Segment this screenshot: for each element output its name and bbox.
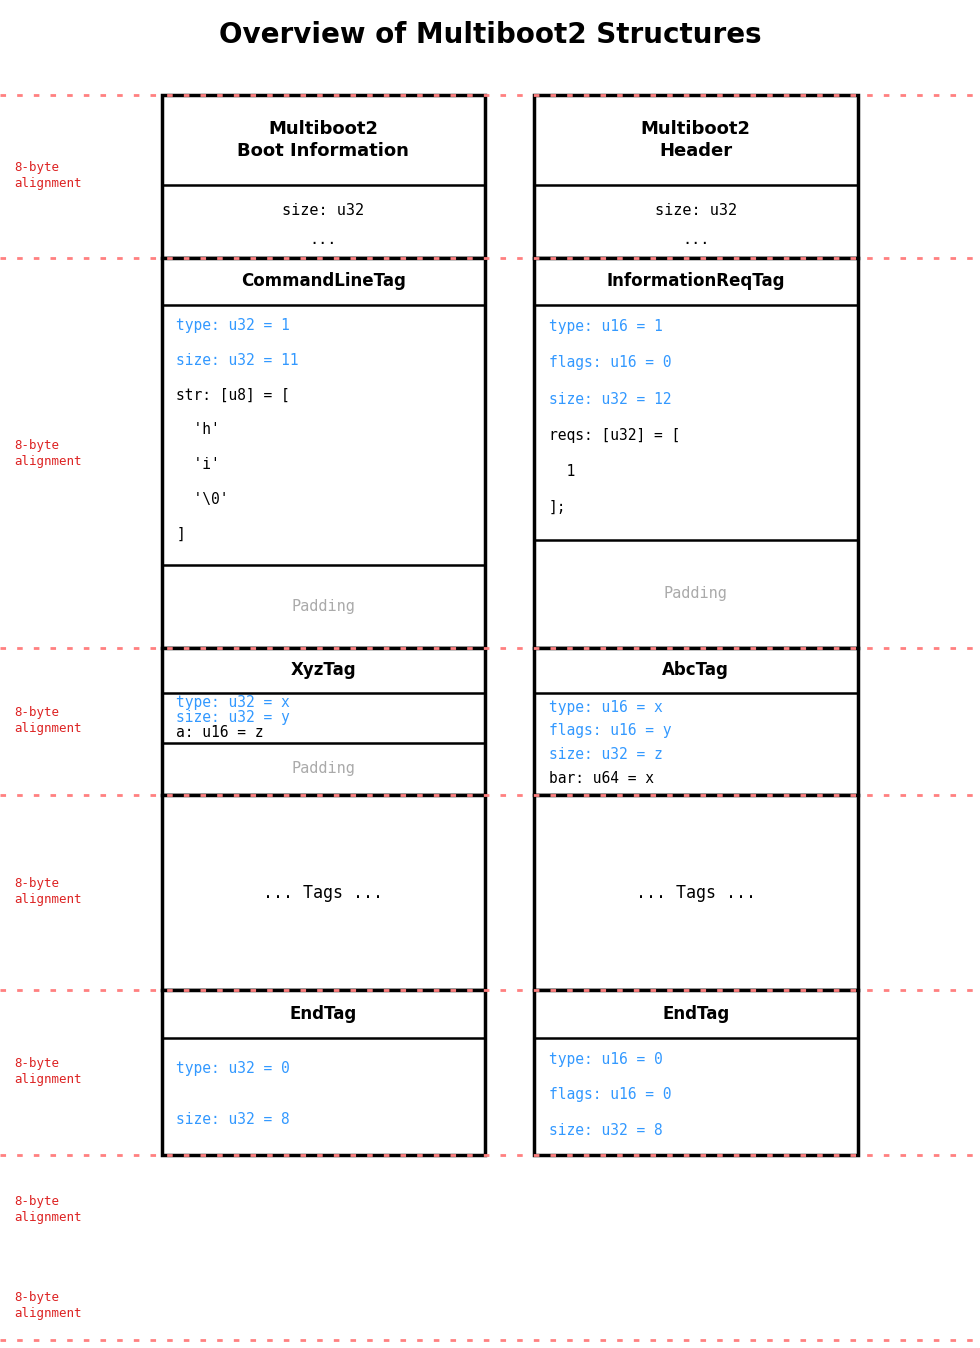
Text: type: u16 = 1: type: u16 = 1 xyxy=(549,319,662,334)
Bar xyxy=(162,257,485,648)
Text: InformationReqTag: InformationReqTag xyxy=(607,272,785,291)
Bar xyxy=(162,795,485,989)
Bar xyxy=(162,648,485,795)
Text: Multiboot2
Header: Multiboot2 Header xyxy=(641,120,751,160)
Text: 8-byte
alignment: 8-byte alignment xyxy=(15,438,82,468)
Text: XyzTag: XyzTag xyxy=(291,662,356,679)
Text: type: u16 = x: type: u16 = x xyxy=(549,700,662,714)
Text: Overview of Multiboot2 Structures: Overview of Multiboot2 Structures xyxy=(219,22,761,49)
Bar xyxy=(534,648,858,795)
Text: str: [u8] = [: str: [u8] = [ xyxy=(176,388,290,403)
Text: type: u32 = 0: type: u32 = 0 xyxy=(176,1061,290,1076)
Text: Padding: Padding xyxy=(663,586,728,601)
Bar xyxy=(534,795,858,989)
Text: 'i': 'i' xyxy=(176,457,220,472)
Text: AbcTag: AbcTag xyxy=(662,662,729,679)
Text: ... Tags ...: ... Tags ... xyxy=(636,883,756,902)
Text: 8-byte
alignment: 8-byte alignment xyxy=(15,160,82,190)
Bar xyxy=(162,94,485,257)
Text: reqs: [u32] = [: reqs: [u32] = [ xyxy=(549,427,680,442)
Text: 8-byte
alignment: 8-byte alignment xyxy=(15,706,82,736)
Text: bar: u64 = x: bar: u64 = x xyxy=(549,771,654,786)
Text: Padding: Padding xyxy=(291,599,356,613)
Text: type: u32 = 1: type: u32 = 1 xyxy=(176,318,290,333)
Text: flags: u16 = 0: flags: u16 = 0 xyxy=(549,356,671,371)
Text: flags: u16 = 0: flags: u16 = 0 xyxy=(549,1088,671,1103)
Text: ];: ]; xyxy=(549,500,566,515)
Text: a: u16 = z: a: u16 = z xyxy=(176,725,264,740)
Text: ]: ] xyxy=(176,526,185,542)
Text: 'h': 'h' xyxy=(176,422,220,437)
Bar xyxy=(162,989,485,1155)
Text: size: u32 = 8: size: u32 = 8 xyxy=(549,1123,662,1138)
Text: flags: u16 = y: flags: u16 = y xyxy=(549,724,671,739)
Text: Padding: Padding xyxy=(291,762,356,776)
Text: size: u32 = z: size: u32 = z xyxy=(549,747,662,762)
Text: CommandLineTag: CommandLineTag xyxy=(241,272,406,291)
Bar xyxy=(534,257,858,648)
Text: Multiboot2
Boot Information: Multiboot2 Boot Information xyxy=(237,120,410,160)
Text: EndTag: EndTag xyxy=(662,1006,729,1023)
Bar xyxy=(534,989,858,1155)
Text: 8-byte
alignment: 8-byte alignment xyxy=(15,1196,82,1224)
Text: size: u32 = y: size: u32 = y xyxy=(176,710,290,725)
Text: 8-byte
alignment: 8-byte alignment xyxy=(15,878,82,906)
Text: size: u32 = 11: size: u32 = 11 xyxy=(176,353,299,368)
Text: size: u32: size: u32 xyxy=(655,204,737,218)
Text: type: u32 = x: type: u32 = x xyxy=(176,694,290,709)
Text: type: u16 = 0: type: u16 = 0 xyxy=(549,1051,662,1066)
Bar xyxy=(534,94,858,257)
Text: size: u32: size: u32 xyxy=(282,204,365,218)
Text: ...: ... xyxy=(682,232,710,247)
Text: ... Tags ...: ... Tags ... xyxy=(264,883,383,902)
Text: size: u32 = 8: size: u32 = 8 xyxy=(176,1112,290,1127)
Text: 1: 1 xyxy=(549,464,575,479)
Text: '\0': '\0' xyxy=(176,492,229,507)
Text: EndTag: EndTag xyxy=(290,1006,357,1023)
Text: 8-byte
alignment: 8-byte alignment xyxy=(15,1290,82,1320)
Text: size: u32 = 12: size: u32 = 12 xyxy=(549,391,671,407)
Text: ...: ... xyxy=(310,232,337,247)
Text: 8-byte
alignment: 8-byte alignment xyxy=(15,1057,82,1086)
